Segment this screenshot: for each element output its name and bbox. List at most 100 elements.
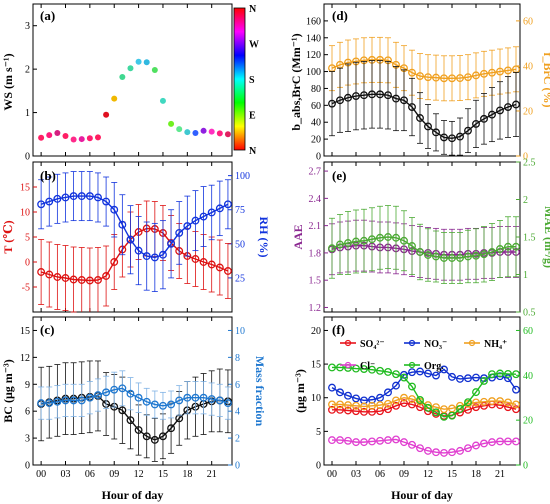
series-fbrc <box>328 36 520 102</box>
data-point <box>432 128 440 137</box>
data-point <box>384 436 392 445</box>
data-point <box>472 441 480 450</box>
data-point <box>102 197 111 206</box>
y2-tick-label: 25 <box>235 273 245 284</box>
y-tick-label: 2.7 <box>309 167 322 178</box>
y-tick-label: 20 <box>311 135 321 146</box>
data-point <box>392 401 400 410</box>
data-point <box>199 393 208 402</box>
data-point <box>432 252 440 261</box>
data-point <box>69 192 78 201</box>
panel-label-c: (c) <box>40 322 54 337</box>
data-point <box>167 239 176 248</box>
y-tick-label: 5 <box>316 427 321 438</box>
y2-tick-label: 0 <box>235 461 240 472</box>
y-tick-label: 9 <box>25 380 30 391</box>
data-point <box>456 132 464 141</box>
series-line <box>41 387 229 407</box>
data-point <box>488 110 496 119</box>
data-point <box>424 122 432 131</box>
data-point <box>142 397 151 406</box>
y-axis-label-c-right: Mass fraction <box>253 356 267 427</box>
data-point <box>150 253 159 262</box>
data-point <box>69 396 78 405</box>
data-point <box>191 255 200 263</box>
panel-label-e: (e) <box>332 168 346 183</box>
data-point <box>62 133 69 140</box>
x-tick-label: 18 <box>182 469 192 480</box>
panel-label-f: (f) <box>332 322 345 337</box>
x-tick-label: 15 <box>447 469 457 480</box>
data-point <box>45 399 54 408</box>
y-tick-label: 120 <box>306 50 321 61</box>
y-axis-label-c-left: BC (μg m⁻³) <box>1 359 15 422</box>
data-point <box>376 366 384 375</box>
x-tick-label: 12 <box>134 469 144 480</box>
data-point <box>496 401 504 410</box>
y2-tick-label: 2 <box>235 434 240 445</box>
data-point <box>376 436 384 445</box>
data-point <box>448 448 456 457</box>
data-point <box>135 58 142 65</box>
data-point <box>400 393 408 402</box>
data-point <box>110 205 119 214</box>
data-point <box>512 370 520 379</box>
data-point <box>416 444 424 453</box>
data-point <box>159 401 167 410</box>
y2-tick-label: 40 <box>523 61 533 72</box>
data-point <box>480 401 488 410</box>
legend-label: NH₄⁺ <box>484 339 507 350</box>
data-point <box>384 388 392 397</box>
data-point <box>94 391 102 399</box>
data-point <box>328 405 336 414</box>
legend-label: Cl⁻ <box>360 361 375 372</box>
data-point <box>37 200 46 209</box>
data-point <box>134 393 143 402</box>
data-point <box>464 252 472 261</box>
data-point <box>496 397 504 406</box>
data-point <box>127 65 134 72</box>
data-point <box>53 273 62 281</box>
data-point <box>352 401 360 410</box>
data-point <box>328 363 336 372</box>
data-point <box>344 391 352 400</box>
y2-tick-label: 60 <box>523 16 533 27</box>
plot-frame-f <box>323 316 521 466</box>
series-babs-brc <box>328 60 520 156</box>
y-tick-label: 1.5 <box>309 276 322 287</box>
data-point <box>328 99 336 108</box>
series-line <box>331 244 516 256</box>
legend-label: SO₄²⁻ <box>360 339 385 350</box>
data-point <box>61 274 70 282</box>
data-point <box>207 208 216 217</box>
data-point <box>344 239 352 247</box>
data-point <box>384 405 392 414</box>
y2-tick-label: 10 <box>235 326 245 337</box>
y2-tick-label: 0.5 <box>523 308 536 319</box>
data-point <box>118 406 127 415</box>
y-tick-label: 10 <box>20 208 30 219</box>
y-tick-label: 1.2 <box>309 303 322 314</box>
data-point <box>102 388 111 397</box>
data-point <box>488 438 496 447</box>
data-point <box>142 432 151 441</box>
data-point <box>392 94 400 103</box>
y2-tick-label: 60 <box>523 326 533 337</box>
y-axis-label-e-right: MAE (m²/g) <box>542 206 550 268</box>
x-tick-label: 06 <box>375 469 385 480</box>
data-point <box>360 236 368 245</box>
data-point <box>416 114 424 122</box>
plot-frame-a <box>32 3 233 157</box>
data-point <box>118 384 127 393</box>
data-point <box>53 194 62 203</box>
data-point <box>328 244 336 253</box>
data-point <box>384 233 392 241</box>
data-point <box>70 136 77 143</box>
data-point <box>142 252 151 261</box>
y-tick-label: 15 <box>311 360 321 371</box>
data-point <box>150 435 159 444</box>
y2-tick-label: 40 <box>523 371 533 382</box>
data-point <box>94 193 102 202</box>
data-point <box>472 403 480 412</box>
data-point <box>368 437 376 446</box>
